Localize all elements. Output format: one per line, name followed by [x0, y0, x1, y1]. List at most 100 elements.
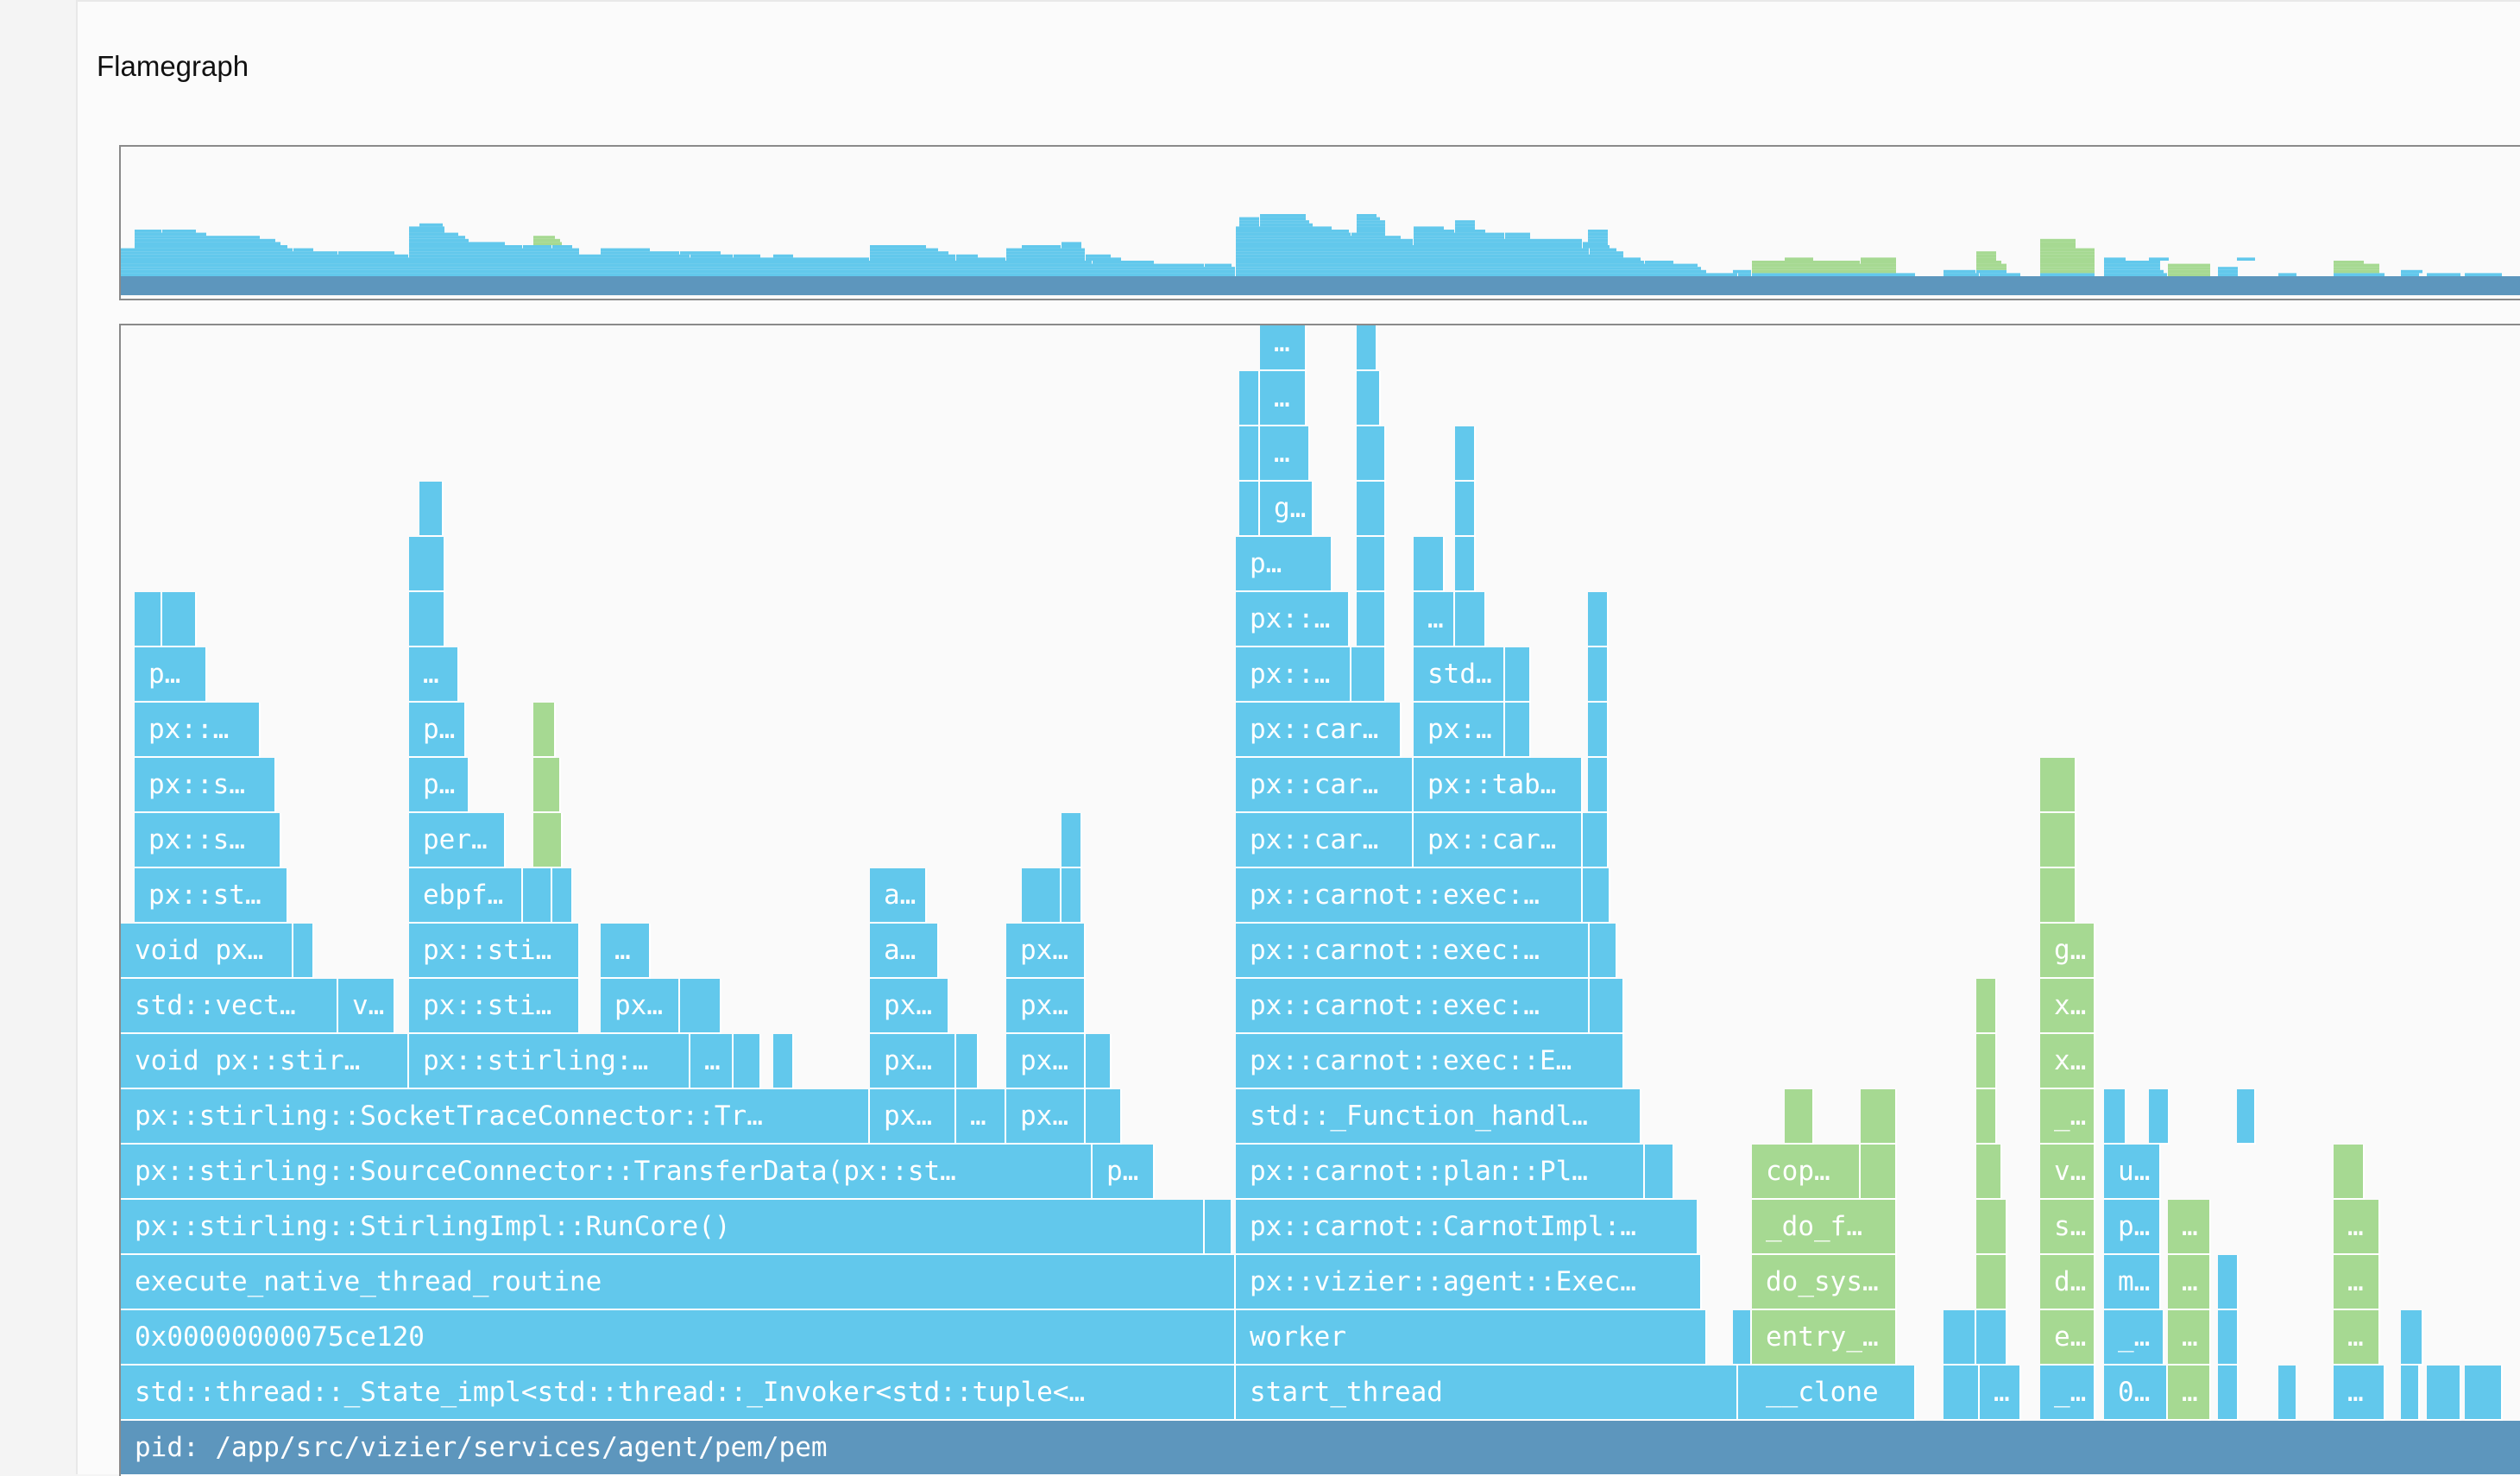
flamegraph-frame[interactable]: [1239, 482, 1260, 537]
flamegraph-frame[interactable]: [2401, 1310, 2423, 1366]
flamegraph-frame[interactable]: [552, 868, 573, 924]
flamegraph-frame[interactable]: [1505, 647, 1531, 703]
flamegraph-frame[interactable]: …: [409, 647, 459, 703]
flamegraph-frame[interactable]: px…: [870, 979, 949, 1034]
flamegraph-frame[interactable]: [1414, 537, 1445, 592]
flamegraph-frame[interactable]: do_sys…: [1752, 1255, 1897, 1310]
flamegraph-frame[interactable]: [419, 482, 444, 537]
flamegraph-frame[interactable]: [680, 979, 721, 1034]
flamegraph-frame[interactable]: [1086, 1089, 1122, 1145]
flamegraph-frame[interactable]: [1944, 1366, 1980, 1421]
flamegraph-frame[interactable]: [2104, 1089, 2126, 1145]
flamegraph-frame[interactable]: …: [2168, 1200, 2211, 1255]
flamegraph-frame[interactable]: m…: [2104, 1255, 2161, 1310]
flamegraph-frame[interactable]: …: [1260, 371, 1307, 426]
flamegraph-frame[interactable]: _do_f…: [1752, 1200, 1897, 1255]
flamegraph-frame[interactable]: 0…: [2104, 1366, 2168, 1421]
flamegraph-frame[interactable]: e…: [2040, 1310, 2095, 1366]
flamegraph-frame[interactable]: [1357, 325, 1377, 371]
flamegraph-frame[interactable]: p…: [135, 647, 207, 703]
flamegraph-frame[interactable]: …: [601, 924, 651, 979]
flamegraph-frame[interactable]: [1944, 1310, 1976, 1366]
flamegraph-frame[interactable]: [135, 592, 162, 647]
flamegraph-frame[interactable]: p…: [1236, 537, 1332, 592]
flamegraph-frame[interactable]: [1861, 1145, 1897, 1200]
flamegraph-frame[interactable]: px…: [870, 1034, 956, 1089]
flamegraph-frame[interactable]: [773, 1034, 794, 1089]
flamegraph-frame[interactable]: [1239, 426, 1260, 482]
flamegraph-frame[interactable]: [1357, 537, 1386, 592]
flamegraph-frame[interactable]: a…: [870, 868, 927, 924]
flamegraph-frame[interactable]: [2218, 1310, 2239, 1366]
flamegraph-frame[interactable]: [1351, 647, 1386, 703]
flamegraph-frame[interactable]: a…: [870, 924, 939, 979]
flamegraph-frame[interactable]: …: [2334, 1366, 2385, 1421]
flamegraph-frame[interactable]: [1976, 979, 1997, 1034]
flamegraph-frame[interactable]: __clone: [1752, 1366, 1916, 1421]
flamegraph-frame[interactable]: x…: [2040, 1034, 2095, 1089]
flamegraph-frame[interactable]: [1645, 1145, 1674, 1200]
flamegraph-frame[interactable]: 0x00000000075ce120: [121, 1310, 1236, 1366]
flamegraph-frame[interactable]: [1062, 813, 1082, 868]
flamegraph-frame[interactable]: [533, 703, 556, 758]
flamegraph-frame[interactable]: px::…: [1236, 647, 1351, 703]
flamegraph-frame[interactable]: [1976, 1145, 2002, 1200]
flamegraph-frame[interactable]: [1357, 592, 1386, 647]
flamegraph-frame[interactable]: [533, 813, 563, 868]
flamegraph-frame[interactable]: px::vizier::agent::Exec…: [1236, 1255, 1702, 1310]
flamegraph-frame[interactable]: [2237, 1089, 2256, 1145]
flamegraph-frame[interactable]: [2149, 1089, 2170, 1145]
flamegraph-frame[interactable]: …: [2168, 1310, 2211, 1366]
flamegraph-frame[interactable]: …: [2168, 1255, 2211, 1310]
flamegraph-frame[interactable]: px::s…: [135, 813, 281, 868]
flamegraph-frame[interactable]: px::car…: [1414, 813, 1583, 868]
flamegraph-frame[interactable]: px…: [1006, 1089, 1086, 1145]
flamegraph-frame[interactable]: [1455, 482, 1476, 537]
flamegraph-frame[interactable]: [1976, 1034, 1997, 1089]
flamegraph-frame[interactable]: [2278, 1366, 2297, 1421]
flamegraph-frame[interactable]: cop…: [1752, 1145, 1861, 1200]
flamegraph-frame[interactable]: [1455, 537, 1476, 592]
flamegraph-frame[interactable]: [1588, 647, 1609, 703]
flamegraph-frame[interactable]: px::carnot::plan::Pl…: [1236, 1145, 1645, 1200]
flamegraph-frame[interactable]: px::stirling::StirlingImpl::RunCore(): [121, 1200, 1205, 1255]
flamegraph-frame[interactable]: entry_…: [1752, 1310, 1897, 1366]
flamegraph-frame[interactable]: [1583, 868, 1610, 924]
flamegraph-frame[interactable]: [2465, 1366, 2503, 1421]
flamegraph-frame[interactable]: _…: [2104, 1310, 2164, 1366]
flamegraph-frame[interactable]: px::sti…: [409, 979, 580, 1034]
flamegraph-frame[interactable]: …: [1414, 592, 1455, 647]
flamegraph-frame[interactable]: v…: [338, 979, 395, 1034]
flamegraph-frame[interactable]: [734, 1034, 761, 1089]
flamegraph-frame[interactable]: std::_Function_handl…: [1236, 1089, 1641, 1145]
flamegraph-frame[interactable]: …: [2334, 1200, 2380, 1255]
flamegraph-frame[interactable]: px::carnot::exec:…: [1236, 868, 1583, 924]
flamegraph-frame[interactable]: [1062, 868, 1082, 924]
flamegraph-frame[interactable]: [1022, 868, 1062, 924]
flamegraph-root-frame[interactable]: pid: /app/src/vizier/services/agent/pem/…: [121, 1421, 2520, 1476]
flamegraph-frame[interactable]: [1357, 482, 1386, 537]
flamegraph-frame[interactable]: p…: [409, 758, 469, 813]
flamegraph-frame[interactable]: px::carnot::CarnotImpl:…: [1236, 1200, 1698, 1255]
flamegraph-frame[interactable]: px::car…: [1236, 758, 1414, 813]
flamegraph-frame[interactable]: px::tab…: [1414, 758, 1583, 813]
flamegraph-frame[interactable]: px…: [601, 979, 680, 1034]
flamegraph-frame[interactable]: [2427, 1366, 2461, 1421]
flamegraph-frame[interactable]: [1590, 979, 1624, 1034]
flamegraph-frame[interactable]: u…: [2104, 1145, 2161, 1200]
flamegraph-frame[interactable]: [409, 537, 445, 592]
flamegraph-frame[interactable]: [533, 758, 561, 813]
flamegraph-frame[interactable]: worker: [1236, 1310, 1707, 1366]
flamegraph-frame[interactable]: …: [690, 1034, 734, 1089]
flamegraph-frame[interactable]: px…: [1006, 924, 1086, 979]
flamegraph-frame[interactable]: px::st…: [135, 868, 288, 924]
flamegraph-frame[interactable]: px…: [1006, 1034, 1086, 1089]
flamegraph-frame[interactable]: px::car…: [1236, 703, 1402, 758]
flamegraph-frame[interactable]: [1588, 592, 1609, 647]
flamegraph-frame[interactable]: [2040, 868, 2076, 924]
flamegraph-frame[interactable]: px…: [1006, 979, 1086, 1034]
flamegraph-frame[interactable]: px::carnot::exec:…: [1236, 924, 1590, 979]
flamegraph-frame[interactable]: x…: [2040, 979, 2095, 1034]
flamegraph-frame[interactable]: …: [2334, 1255, 2380, 1310]
flamegraph-frame[interactable]: …: [2168, 1366, 2211, 1421]
